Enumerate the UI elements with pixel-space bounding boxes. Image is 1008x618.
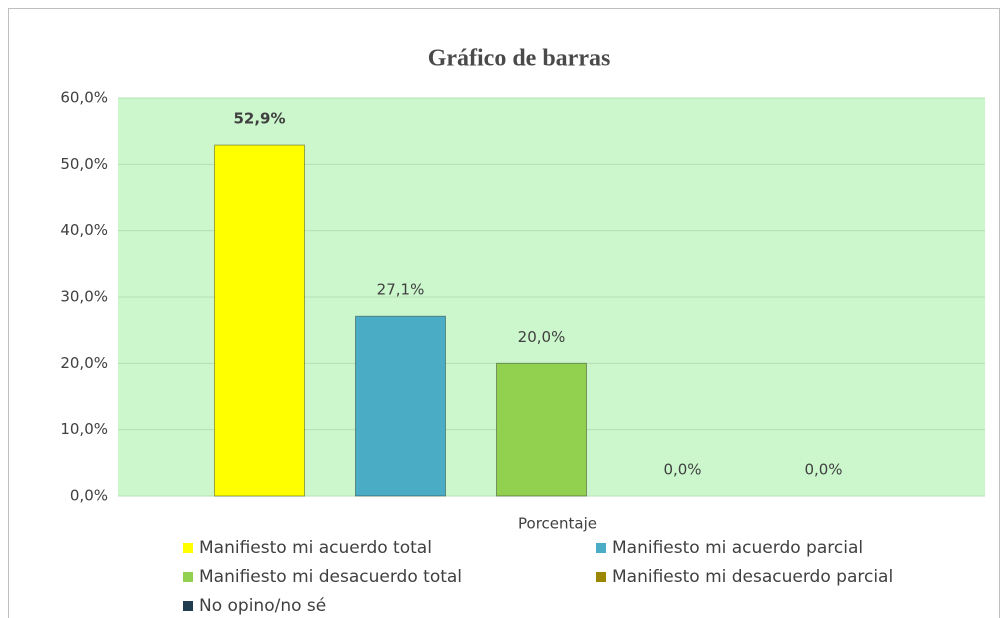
y-tick-label: 20,0% bbox=[60, 354, 108, 372]
legend-label: Manifiesto mi acuerdo total bbox=[199, 538, 432, 558]
data-label: 0,0% bbox=[663, 461, 701, 479]
y-tick-label: 30,0% bbox=[60, 288, 108, 306]
y-tick-label: 40,0% bbox=[60, 221, 108, 239]
y-tick-label: 60,0% bbox=[60, 89, 108, 107]
chart-title: Gráfico de barras bbox=[428, 46, 611, 72]
bar bbox=[214, 144, 305, 497]
legend-swatch bbox=[596, 543, 606, 553]
y-tick-label: 0,0% bbox=[70, 487, 108, 505]
legend-label: Manifiesto mi acuerdo parcial bbox=[612, 538, 863, 558]
legend-label: No opino/no sé bbox=[199, 596, 326, 616]
data-label: 27,1% bbox=[377, 281, 425, 299]
data-label: 0,0% bbox=[804, 461, 842, 479]
data-label: 52,9% bbox=[233, 110, 285, 128]
x-tick-label: Porcentaje bbox=[518, 515, 597, 533]
bar bbox=[355, 315, 446, 497]
legend-label: Manifiesto mi desacuerdo parcial bbox=[612, 567, 893, 587]
legend-swatch bbox=[596, 572, 606, 582]
legend-swatch bbox=[183, 601, 193, 611]
y-tick-label: 10,0% bbox=[60, 420, 108, 438]
y-tick-label: 50,0% bbox=[60, 155, 108, 173]
data-label: 20,0% bbox=[518, 328, 566, 346]
legend-swatch bbox=[183, 543, 193, 553]
legend-swatch bbox=[183, 572, 193, 582]
bar bbox=[496, 362, 587, 497]
legend-label: Manifiesto mi desacuerdo total bbox=[199, 567, 462, 587]
